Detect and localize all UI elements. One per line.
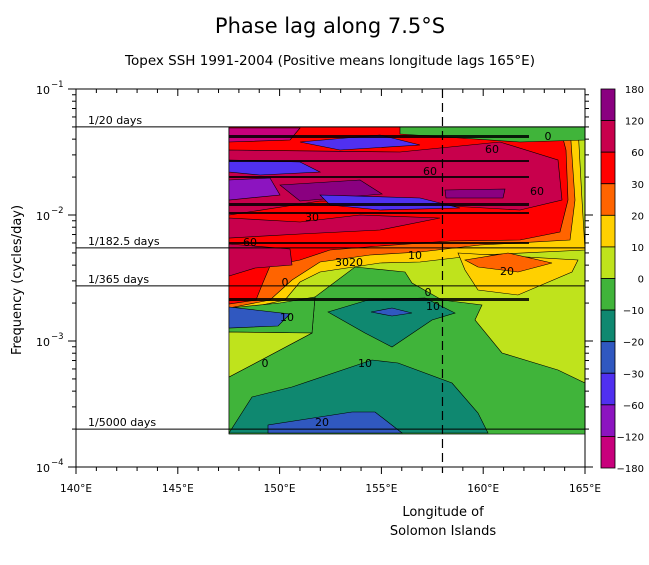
contour-region bbox=[267, 411, 403, 434]
colorbar: 180 120 60 30 20 10 0 −10 −20 −30 −60 −120 −180 bbox=[600, 85, 644, 475]
x-tick-label: 145°E bbox=[162, 483, 194, 495]
axes: 140°E 145°E 150°E 155°E 160°E 165°E10−110−210… bbox=[36, 80, 601, 495]
colorbar-label: 0 bbox=[638, 275, 644, 286]
contour-label: 10 bbox=[358, 357, 372, 370]
y-tick-exponent: −2 bbox=[51, 206, 64, 216]
contour-label: 20 bbox=[349, 256, 363, 269]
y-tick-label: 10 bbox=[36, 84, 50, 97]
y-tick-label: 10 bbox=[36, 336, 50, 349]
colorbar-label: −120 bbox=[617, 432, 644, 443]
colorbar-swatch bbox=[600, 214, 616, 248]
reference-line-label: 1/20 days bbox=[88, 114, 142, 127]
colorbar-label: 30 bbox=[631, 180, 644, 191]
colorbar-swatch bbox=[600, 246, 616, 279]
contour-label: 30 bbox=[335, 256, 349, 269]
colorbar-swatch bbox=[600, 120, 616, 153]
colorbar-label: 60 bbox=[631, 148, 644, 159]
y-tick-exponent: −4 bbox=[51, 458, 64, 468]
contour-region bbox=[228, 306, 291, 329]
colorbar-label: −20 bbox=[623, 338, 644, 349]
x-tick-label: 155°E bbox=[365, 483, 397, 495]
contour-label: 10 bbox=[426, 300, 440, 313]
chart-subtitle: Topex SSH 1991-2004 (Positive means long… bbox=[124, 53, 535, 69]
x-tick-label: 165°E bbox=[569, 483, 601, 495]
dense-contour-stripe bbox=[229, 242, 529, 244]
reference-line-label: 1/5000 days bbox=[88, 416, 156, 429]
colorbar-swatch bbox=[600, 151, 616, 185]
contour-label: 0 bbox=[262, 357, 269, 370]
contour-region bbox=[228, 177, 281, 201]
colorbar-swatch bbox=[600, 436, 616, 469]
contour-region bbox=[228, 331, 313, 378]
dense-contour-stripe bbox=[229, 160, 529, 162]
contour-label: 20 bbox=[315, 416, 329, 429]
contour-label: 30 bbox=[305, 211, 319, 224]
colorbar-label: 20 bbox=[631, 211, 644, 222]
contour-label: 0 bbox=[282, 276, 289, 289]
colorbar-swatch bbox=[600, 341, 616, 374]
colorbar-label: −180 bbox=[617, 464, 644, 475]
dense-contour-stripe bbox=[229, 176, 529, 178]
colorbar-label: 10 bbox=[631, 243, 644, 254]
colorbar-label: −10 bbox=[623, 306, 644, 317]
x-axis-label-line1: Longitude of bbox=[402, 505, 484, 520]
contour-label: 60 bbox=[530, 185, 544, 198]
dense-contour-stripe bbox=[229, 135, 529, 138]
contour-region bbox=[464, 252, 553, 273]
reference-line-label: 1/182.5 days bbox=[88, 235, 160, 248]
x-tick-label: 140°E bbox=[60, 483, 92, 495]
colorbar-swatch bbox=[600, 88, 616, 121]
plot-frame bbox=[75, 88, 586, 468]
y-tick-exponent: −3 bbox=[51, 332, 64, 342]
reference-line-label: 1/365 days bbox=[88, 273, 149, 286]
contour-label: 20 bbox=[500, 265, 514, 278]
colorbar-swatch bbox=[600, 183, 616, 216]
contour-label: 0 bbox=[545, 130, 552, 143]
y-tick-exponent: −1 bbox=[51, 80, 64, 90]
y-axis-label: Frequency (cycles/day) bbox=[10, 205, 25, 355]
contour-label: 10 bbox=[280, 311, 294, 324]
contour-label: 60 bbox=[485, 143, 499, 156]
contour-label: 60 bbox=[243, 236, 257, 249]
colorbar-swatch bbox=[600, 372, 616, 406]
colorbar-swatch bbox=[600, 278, 616, 311]
contour-label: 10 bbox=[408, 249, 422, 262]
contour-region bbox=[444, 188, 506, 199]
colorbar-label: −30 bbox=[623, 369, 644, 380]
dense-contour-stripe bbox=[229, 203, 529, 206]
dense-contour-stripe bbox=[229, 212, 529, 214]
colorbar-swatch bbox=[600, 404, 616, 437]
chart-title: Phase lag along 7.5°S bbox=[215, 14, 445, 38]
contour-region bbox=[370, 307, 413, 317]
x-tick-label: 160°E bbox=[467, 483, 499, 495]
colorbar-swatch bbox=[600, 309, 616, 343]
contour-label: 0 bbox=[425, 286, 432, 299]
y-tick-label: 10 bbox=[36, 462, 50, 475]
dense-contour-stripe bbox=[229, 298, 529, 301]
contour-region bbox=[279, 179, 383, 202]
colorbar-label: 120 bbox=[625, 117, 644, 128]
colorbar-label: 180 bbox=[625, 85, 644, 96]
contour-region bbox=[228, 359, 489, 434]
y-tick-label: 10 bbox=[36, 210, 50, 223]
contour-region bbox=[228, 214, 441, 239]
colorbar-label: −60 bbox=[623, 401, 644, 412]
contour-label: 60 bbox=[423, 165, 437, 178]
overlays: 1/20 days 1/182.5 days 1/365 days 1/5000 da… bbox=[76, 89, 585, 473]
x-tick-label: 150°E bbox=[264, 483, 296, 495]
x-axis-label-line2: Solomon Islands bbox=[390, 524, 496, 539]
